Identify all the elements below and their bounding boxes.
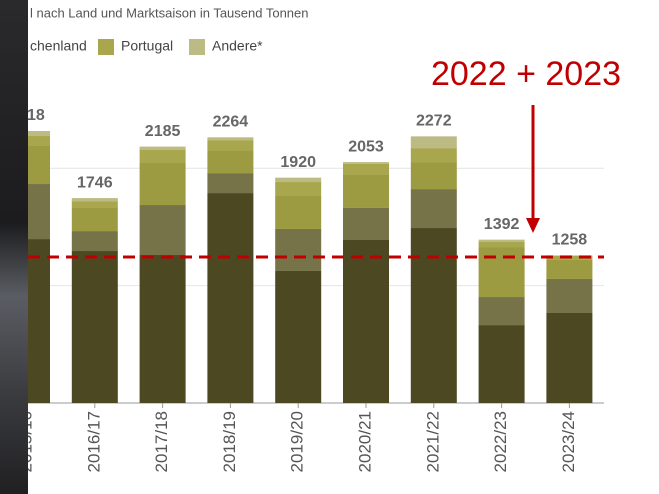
bar-segment <box>410 228 457 403</box>
total-label: 2185 <box>145 123 181 140</box>
annotation: 2022 + 2023 <box>431 55 621 93</box>
bar-segment <box>546 312 593 403</box>
bar-segment <box>139 255 186 403</box>
bar-segment <box>275 270 322 403</box>
bar-segment <box>71 207 118 232</box>
bar-segment <box>343 162 389 164</box>
bar-segment <box>71 201 118 208</box>
x-tick-label: 2020/21 <box>355 411 374 472</box>
bar-segment <box>275 182 322 196</box>
bar-segment <box>207 140 254 151</box>
x-tick-label: 2017/18 <box>152 411 171 472</box>
bar-segment <box>71 231 118 252</box>
legend-label: chenland <box>30 38 87 54</box>
bar-segment <box>139 149 186 164</box>
bar-segment <box>478 325 525 403</box>
arrow-head <box>526 218 540 233</box>
bar-segment <box>343 163 389 175</box>
photo-strip <box>0 0 28 494</box>
bar-segment <box>410 136 457 149</box>
bar-segment <box>207 173 254 194</box>
bar-segment <box>275 195 322 229</box>
total-label: 1746 <box>77 174 113 191</box>
bar-segment <box>275 177 322 183</box>
bar-segment <box>343 239 389 403</box>
legend-label: Portugal <box>121 38 173 54</box>
total-label: 2272 <box>416 113 452 130</box>
legend-swatch <box>189 39 205 55</box>
x-tick-label: 2022/23 <box>491 411 510 472</box>
bar-segment <box>410 162 457 190</box>
total-label: 1392 <box>484 216 520 233</box>
bar-segment <box>343 207 389 240</box>
bar-segment <box>478 239 525 242</box>
bar-segment <box>207 150 254 174</box>
bar-segment <box>275 228 322 271</box>
bar-segment <box>478 247 525 298</box>
bar-segment <box>71 198 118 202</box>
bar-segment <box>546 259 593 279</box>
bar-segment <box>207 137 254 141</box>
bar-segment <box>139 205 186 256</box>
x-tick-label: 2018/19 <box>220 411 239 472</box>
legend-swatch <box>98 39 114 55</box>
x-tick-label: 2023/24 <box>559 411 578 472</box>
total-label: 1258 <box>552 232 588 249</box>
total-label: 1920 <box>280 154 316 171</box>
legend-label: Andere* <box>212 38 263 54</box>
bar-segment <box>139 146 186 150</box>
x-tick-label: 2016/17 <box>84 411 103 472</box>
bar-segment <box>410 189 457 229</box>
bar-segment <box>139 163 186 206</box>
x-tick-label: 2021/22 <box>423 411 442 472</box>
bar-segment <box>71 251 118 403</box>
bar-segment <box>343 174 389 208</box>
bar-segment <box>410 148 457 163</box>
total-label: 2053 <box>348 138 384 155</box>
bar-segment <box>546 278 593 313</box>
x-tick-label: 2019/20 <box>288 411 307 472</box>
chart-title: l nach Land und Marktsaison in Tausend T… <box>30 5 309 20</box>
bar-segment <box>478 297 525 326</box>
bar-segment <box>478 241 525 248</box>
total-label: 2264 <box>213 114 249 131</box>
bar-segment <box>207 193 254 403</box>
